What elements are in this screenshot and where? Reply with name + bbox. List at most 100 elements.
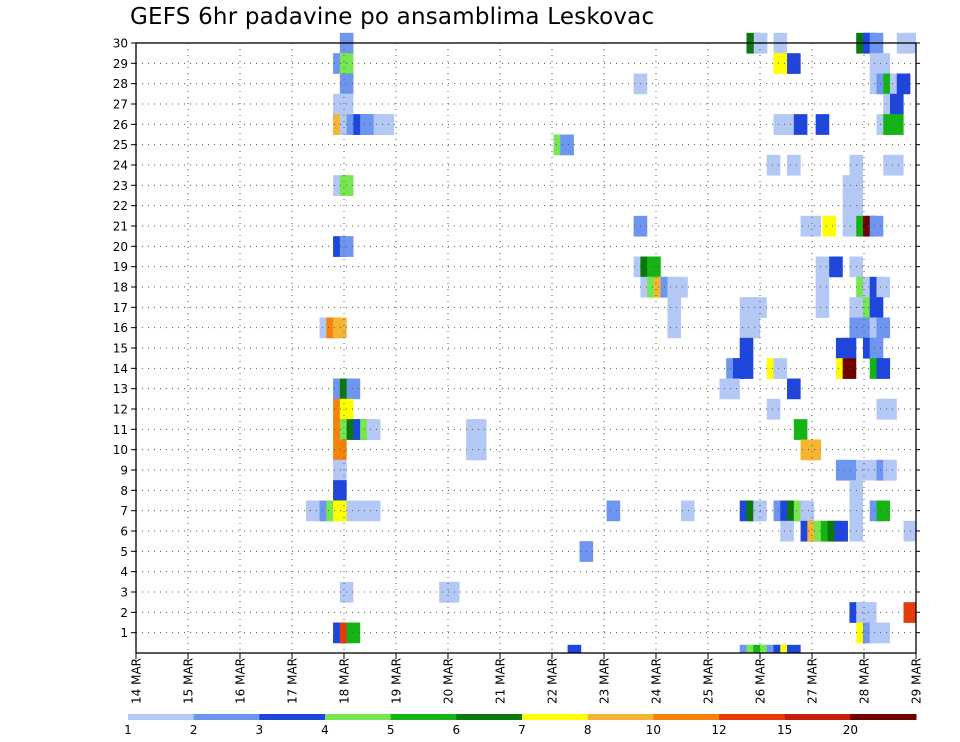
heatmap-cell	[667, 317, 682, 339]
heatmap-cell	[842, 459, 857, 481]
heatmap-cell	[780, 114, 794, 135]
heatmap-cell	[766, 398, 781, 420]
legend-swatch	[719, 714, 786, 720]
heatmap-cell	[890, 114, 904, 135]
heatmap-cell	[829, 256, 843, 278]
heatmap-cell	[862, 602, 877, 623]
heatmap-cell	[787, 378, 801, 400]
x-tick-label: 15 MAR	[182, 658, 196, 704]
heatmap-cell	[800, 500, 815, 522]
x-tick-label: 16 MAR	[234, 658, 248, 704]
heatmap-cell	[380, 114, 394, 135]
y-tick-label: 9	[120, 464, 128, 478]
heatmap-cell	[883, 459, 897, 481]
x-tick-label: 21 MAR	[494, 658, 508, 704]
heatmap-cell	[366, 500, 381, 522]
y-tick-label: 17	[113, 301, 128, 315]
legend-swatch	[193, 714, 260, 720]
heatmap-cell	[890, 154, 904, 176]
x-tick-label: 20 MAR	[442, 658, 456, 704]
gridlines	[136, 43, 916, 653]
heatmap-cell	[896, 73, 911, 95]
heatmap-cell	[647, 256, 661, 278]
heatmap-cell	[876, 53, 891, 74]
y-tick-label: 18	[113, 281, 128, 295]
y-tick-label: 25	[113, 138, 128, 152]
y-tick-label: 13	[113, 382, 128, 396]
y-tick-label: 26	[113, 118, 128, 132]
heatmap-cell	[333, 459, 347, 481]
heatmap-cell	[869, 337, 884, 359]
legend-label: 8	[584, 723, 592, 737]
heatmap-cell	[667, 297, 682, 318]
x-tick-label: 27 MAR	[806, 658, 820, 704]
heatmap-cell	[815, 276, 830, 298]
y-tick-label: 21	[113, 220, 128, 234]
heatmap-cell	[815, 114, 830, 135]
y-tick-label: 22	[113, 199, 128, 213]
heatmap-cell	[333, 317, 347, 339]
heatmap-cell	[876, 500, 891, 522]
x-tick-label: 19 MAR	[390, 658, 404, 704]
y-tick-label: 12	[113, 403, 128, 417]
x-tick-label: 28 MAR	[858, 658, 872, 704]
legend-label: 3	[256, 723, 264, 737]
y-tick-label: 14	[113, 362, 128, 376]
heatmap-cell	[780, 520, 794, 542]
y-tick-label: 16	[113, 321, 128, 335]
heatmap-cell	[739, 358, 754, 379]
y-tick-label: 8	[120, 484, 128, 498]
x-tick-label: 17 MAR	[286, 658, 300, 704]
heatmap-cell	[472, 439, 487, 461]
y-tick-label: 6	[120, 525, 128, 539]
legend-label: 12	[711, 723, 726, 737]
heatmap-cell	[822, 215, 836, 237]
heatmap-cell	[883, 398, 897, 420]
x-tick-label: 18 MAR	[338, 658, 352, 704]
y-tick-label: 4	[120, 565, 128, 579]
heatmap-cell	[567, 644, 582, 653]
heatmap-cell	[726, 378, 740, 400]
y-tick-label: 28	[113, 77, 128, 91]
y-tick-label: 30	[113, 37, 128, 51]
heatmap-cell	[680, 500, 695, 522]
legend-swatch	[784, 714, 851, 720]
heatmap-cell	[793, 114, 808, 135]
x-tick-label: 26 MAR	[754, 658, 768, 704]
legend-swatch	[522, 714, 589, 720]
x-tick-label: 14 MAR	[130, 658, 144, 704]
heatmap-cell	[346, 622, 361, 644]
y-tick-label: 5	[120, 545, 128, 559]
heatmap-cell	[890, 93, 904, 115]
heatmap-cell	[606, 500, 621, 522]
x-tick-label: 24 MAR	[650, 658, 664, 704]
heatmap-cell	[842, 337, 857, 359]
heatmap-cell	[834, 520, 848, 542]
heatmap-cell	[773, 53, 788, 74]
legend-label: 15	[777, 723, 792, 737]
heatmap-cell	[674, 276, 688, 298]
legend-label: 20	[843, 723, 858, 737]
cell-layer	[306, 32, 916, 653]
heatmap-cell	[787, 53, 801, 74]
heatmap-cell	[787, 644, 801, 653]
chart-title: GEFS 6hr padavine po ansamblima Leskovac	[130, 4, 655, 30]
heatmap-cell	[333, 439, 347, 461]
x-tick-label: 25 MAR	[702, 658, 716, 704]
y-tick-label: 27	[113, 98, 128, 112]
heatmap-cell	[346, 378, 361, 400]
y-tick-label: 10	[113, 443, 128, 457]
heatmap-cell	[746, 317, 761, 339]
legend-swatch	[325, 714, 392, 720]
y-tick-label: 23	[113, 179, 128, 193]
heatmap-cell	[472, 419, 487, 440]
legend-label: 4	[321, 723, 329, 737]
heatmap-cell	[869, 215, 884, 237]
x-axis: 14 MAR 15 MAR 16 MAR 17 MAR 18 MAR 19 MAR 20 M…	[130, 653, 924, 704]
legend-swatch	[259, 714, 326, 720]
legend-swatch	[850, 714, 917, 720]
legend-label: 6	[453, 723, 461, 737]
heatmap-cell	[876, 358, 891, 379]
y-tick-label: 1	[120, 626, 128, 640]
